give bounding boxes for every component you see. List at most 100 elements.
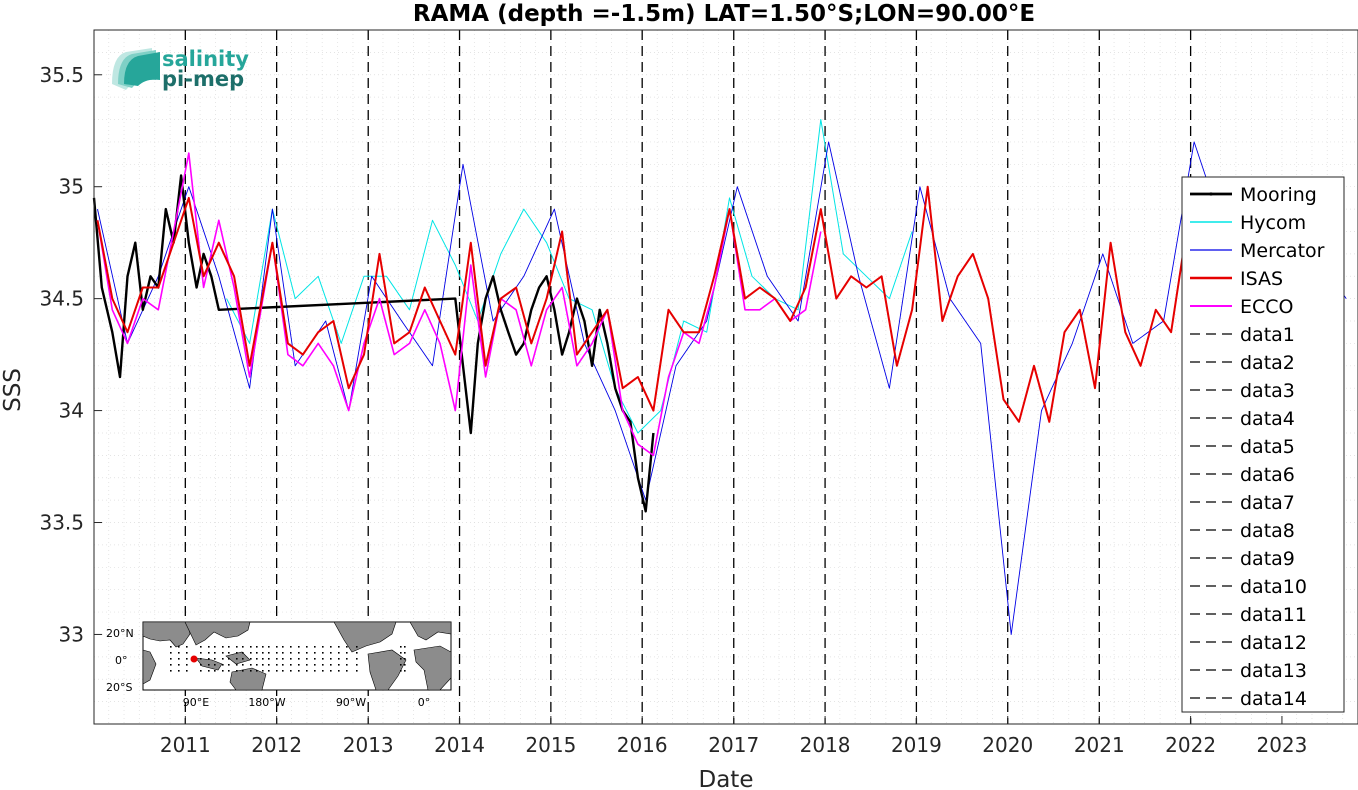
inset-buoy-dot: [228, 664, 230, 666]
inset-buoy-dot: [242, 664, 244, 666]
inset-buoy-dot: [222, 670, 224, 672]
inset-map-land: [142, 621, 452, 691]
x-tick-label: 2013: [343, 733, 394, 757]
inset-buoy-dot: [178, 670, 180, 672]
legend-entry-isas: ISAS: [1190, 268, 1283, 290]
x-axis-label: Date: [699, 767, 754, 790]
chart-title: RAMA (depth =-1.5m) LAT=1.50°S;LON=90.00…: [413, 1, 1035, 27]
inset-buoy-dot: [214, 646, 216, 648]
legend-marker: [1209, 192, 1213, 196]
inset-buoy-dot: [214, 664, 216, 666]
inset-buoy-dot: [170, 658, 172, 660]
legend-entry-data3: data3: [1190, 380, 1295, 402]
inset-buoy-dot: [186, 664, 188, 666]
inset-buoy-dot: [338, 646, 340, 648]
inset-buoy-dot: [356, 658, 358, 660]
y-axis-label: SSS: [0, 368, 26, 412]
inset-lon-label-0: 0°: [418, 696, 431, 709]
inset-buoy-dot: [262, 652, 264, 654]
legend-label: ECCO: [1240, 296, 1294, 318]
inset-buoy-dot: [338, 652, 340, 654]
inset-location-map: 20°N 0° 20°S 90°E 180°W 90°W 0°: [106, 621, 452, 709]
inset-buoy-dot: [214, 658, 216, 660]
inset-buoy-dot: [228, 652, 230, 654]
inset-buoy-dot: [250, 670, 252, 672]
inset-buoy-dot: [236, 664, 238, 666]
legend-entry-data12: data12: [1190, 632, 1307, 654]
inset-buoy-dot: [178, 652, 180, 654]
inset-buoy-dot: [256, 652, 258, 654]
inset-buoy-dot: [290, 658, 292, 660]
legend-entry-data8: data8: [1190, 520, 1295, 542]
series-line-isas: [96, 185, 1188, 423]
inset-buoy-dot: [178, 658, 180, 660]
inset-buoy-dot: [256, 658, 258, 660]
inset-buoy-dot: [322, 652, 324, 654]
inset-buoy-dot: [256, 670, 258, 672]
inset-buoy-dot: [242, 652, 244, 654]
x-tick-label: 2015: [525, 733, 576, 757]
legend-entry-data4: data4: [1190, 408, 1295, 430]
legend-label: ISAS: [1240, 268, 1283, 290]
x-tick-label: 2021: [1074, 733, 1125, 757]
series-line-ecco: [96, 152, 822, 457]
y-tick-label: 33.5: [39, 511, 84, 535]
inset-lat-label-20n: 20°N: [106, 627, 134, 640]
inset-buoy-dot: [242, 646, 244, 648]
inset-buoy-dot: [338, 670, 340, 672]
inset-buoy-dot: [306, 652, 308, 654]
inset-buoy-dot: [400, 646, 402, 648]
inset-buoy-dot: [298, 652, 300, 654]
inset-map-selected-location-marker: [190, 655, 198, 663]
inset-buoy-dot: [290, 670, 292, 672]
inset-buoy-dot: [282, 646, 284, 648]
inset-buoy-dot: [228, 670, 230, 672]
logo-text-salinity: salinity: [162, 47, 249, 71]
inset-buoy-dot: [170, 664, 172, 666]
inset-buoy-dot: [268, 652, 270, 654]
legend-entry-data10: data10: [1190, 576, 1307, 598]
inset-buoy-dot: [314, 664, 316, 666]
x-tick-label: 2012: [251, 733, 302, 757]
legend-label: data7: [1240, 492, 1295, 514]
x-tick-label: 2018: [800, 733, 851, 757]
inset-buoy-dot: [404, 664, 406, 666]
series-line-mooring: [92, 174, 655, 513]
inset-buoy-dot: [306, 670, 308, 672]
legend-label: Hycom: [1240, 212, 1306, 234]
x-tick-label: 2022: [1165, 733, 1216, 757]
inset-buoy-dot: [322, 664, 324, 666]
y-tick-label: 33: [59, 622, 84, 646]
salinity-pimep-logo: salinity pi-mep: [112, 47, 249, 91]
x-tick-label: 2023: [1256, 733, 1307, 757]
inset-buoy-dot: [338, 658, 340, 660]
legend-label: Mercator: [1240, 240, 1325, 262]
inset-buoy-dot: [330, 664, 332, 666]
inset-buoy-dot: [404, 652, 406, 654]
legend-label: data10: [1240, 576, 1307, 598]
inset-buoy-dot: [298, 664, 300, 666]
legend-label: data2: [1240, 352, 1295, 374]
inset-buoy-dot: [306, 664, 308, 666]
inset-buoy-dot: [208, 646, 210, 648]
inset-buoy-dot: [236, 652, 238, 654]
legend-entry-hycom: Hycom: [1190, 212, 1306, 234]
inset-buoy-dot: [170, 646, 172, 648]
x-tick-label: 2011: [160, 733, 211, 757]
y-tick-label: 34.5: [39, 287, 84, 311]
inset-buoy-dot: [208, 670, 210, 672]
inset-buoy-dot: [276, 664, 278, 666]
inset-buoy-dot: [322, 670, 324, 672]
series-layer: [92, 119, 1347, 635]
inset-buoy-dot: [200, 658, 202, 660]
inset-buoy-dot: [208, 652, 210, 654]
inset-buoy-dot: [262, 658, 264, 660]
legend-label: data4: [1240, 408, 1295, 430]
inset-buoy-dot: [186, 652, 188, 654]
legend-label: data11: [1240, 604, 1307, 626]
y-tick-label: 35.5: [39, 63, 84, 87]
inset-buoy-dot: [250, 652, 252, 654]
inset-buoy-dot: [208, 664, 210, 666]
inset-buoy-dot: [314, 658, 316, 660]
inset-buoy-dot: [214, 652, 216, 654]
